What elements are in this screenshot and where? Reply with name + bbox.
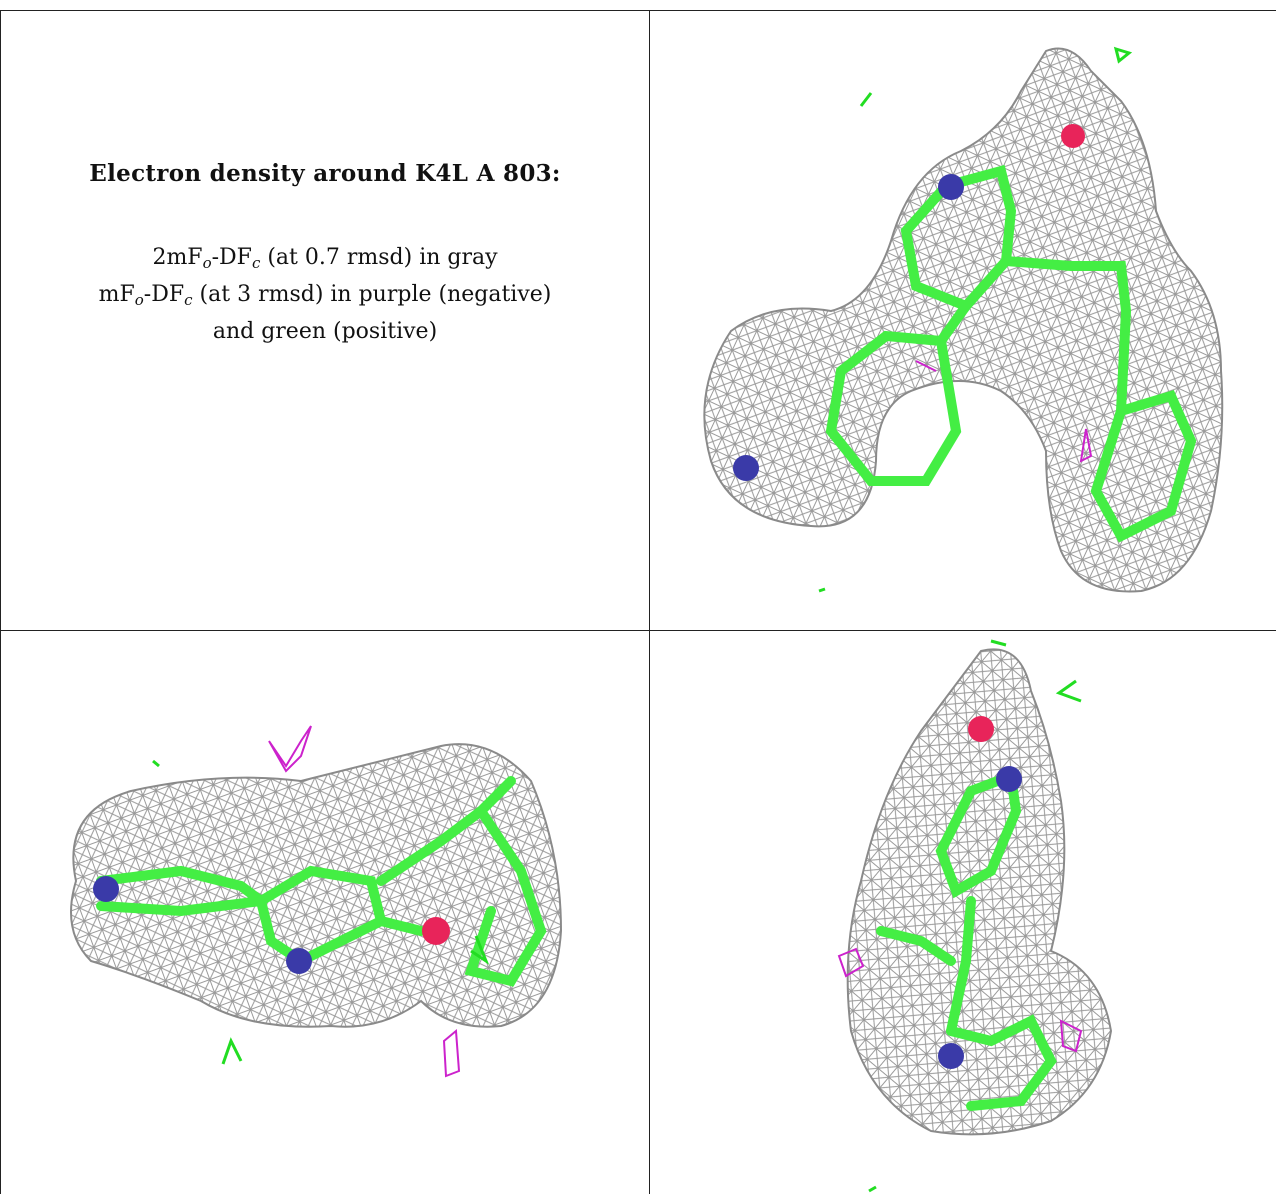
ligand-bonds [876, 769, 1057, 1111]
caption-line-fofc: mFo-DFc (at 3 rmsd) in purple (negative) [98, 282, 552, 309]
caption-title: Electron density around K4L A 803: [89, 160, 561, 187]
caption-line-2fofc: 2mFo-DFc (at 0.7 rmsd) in gray [152, 245, 498, 272]
density-view-bottom-left [1, 631, 649, 1194]
caption-line-positive: and green (positive) [212, 319, 438, 344]
nitrogen-atom [938, 174, 964, 200]
oxygen-atom [968, 716, 994, 742]
border-top [0, 10, 1276, 11]
border-middle-vertical [649, 10, 650, 1194]
density-view-top-right [651, 11, 1276, 629]
negative-density-blob [915, 360, 1093, 463]
nitrogen-atom [93, 876, 119, 902]
negative-density-blob [837, 947, 1083, 1053]
ligand-bonds [96, 776, 547, 987]
positive-density-blob [818, 46, 1133, 593]
nitrogen-atom [733, 455, 759, 481]
nitrogen-atom [286, 948, 312, 974]
border-middle-horizontal [0, 630, 1276, 631]
density-mesh-gray [846, 648, 1113, 1136]
positive-density-blob [868, 639, 1082, 1193]
oxygen-atom [1061, 124, 1085, 148]
nitrogen-atom [938, 1043, 964, 1069]
density-view-bottom-right [651, 631, 1276, 1194]
negative-density-blob [268, 725, 461, 1078]
ligand-bonds [825, 164, 1197, 543]
oxygen-atom [422, 917, 450, 945]
positive-density-blob [152, 759, 490, 1065]
density-mesh-gray [703, 47, 1224, 593]
nitrogen-atom [996, 766, 1022, 792]
caption-cell: Electron density around K4L A 803: 2mFo-… [30, 160, 620, 348]
border-left [0, 10, 1, 1194]
density-mesh-gray [70, 743, 563, 1028]
